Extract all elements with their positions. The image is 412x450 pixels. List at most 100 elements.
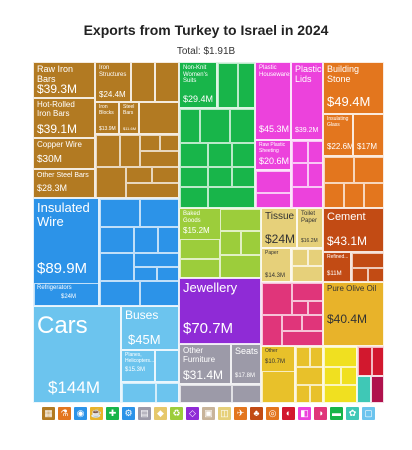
- legend-textiles-icon[interactable]: ◫: [218, 407, 231, 420]
- tile-value: $40.4M: [327, 312, 368, 326]
- tile-value: $45.3M: [259, 124, 290, 134]
- legend-chemicals-icon[interactable]: ⚗: [58, 407, 71, 420]
- legend-precious-metals-icon[interactable]: ◇: [186, 407, 199, 420]
- tile-label: Other: [265, 348, 278, 354]
- tile-insulated-wire[interactable]: Insulated Wire $89.9M Refrigerators $24M: [33, 198, 99, 306]
- legend-misc-icon[interactable]: ✿: [346, 407, 359, 420]
- legend-foodstuffs-icon[interactable]: ☕: [90, 407, 103, 420]
- tile-value: $11.6M: [123, 126, 137, 131]
- legend-stone-icon[interactable]: ▣: [202, 407, 215, 420]
- sector-legend: ▦ ⚗ ◉ ☕ ✚ ⚙ ▤ ◆ ♻ ◇ ▣ ◫ ✈ ♣ ◎ ◐ ◧ ◑ ▬ ✿ …: [42, 407, 382, 421]
- legend-weapons-icon[interactable]: ◎: [266, 407, 279, 420]
- tile-jewellery[interactable]: Jewellery $70.7M: [179, 278, 261, 344]
- tile-stone2-small[interactable]: [351, 252, 384, 282]
- tile-womens-suits[interactable]: Non-Knit Women's Suits $29.4M: [179, 62, 217, 108]
- tile-metals-small[interactable]: [155, 62, 179, 102]
- tile-vegetable-small[interactable]: [323, 346, 357, 403]
- legend-minerals-icon[interactable]: ◆: [154, 407, 167, 420]
- tile-copper-wire[interactable]: Copper Wire $30M: [33, 138, 95, 169]
- tile-value: $39.2M: [295, 127, 319, 134]
- tile-label: Paper: [265, 250, 279, 256]
- tile-value: $15.3M: [125, 367, 146, 373]
- tile-instruments-small[interactable]: [357, 376, 371, 403]
- chart-total: Total: $1.91B: [176, 46, 236, 57]
- legend-footwear-icon[interactable]: ◐: [282, 407, 295, 420]
- tile-paper[interactable]: Paper $14.3M: [261, 248, 291, 282]
- tile-plastic-housewares[interactable]: Plastic Housewares $45.3M: [255, 62, 291, 140]
- tile-other-food[interactable]: Other $10.7M: [261, 346, 295, 403]
- tile-cars[interactable]: Cars $144M: [33, 306, 121, 403]
- legend-instruments-icon[interactable]: ✚: [106, 407, 119, 420]
- tile-value: $16.2M: [301, 238, 318, 244]
- tile-iron-structures[interactable]: Iron Structures $24.4M: [95, 62, 131, 102]
- tile-steel-bars[interactable]: Steel Bars $11.6M: [119, 102, 139, 134]
- tile-ceramic[interactable]: $17M: [353, 114, 384, 156]
- tile-stone-small[interactable]: [323, 156, 384, 208]
- tile-value: $39.3M: [37, 82, 78, 96]
- legend-metals-icon[interactable]: ▤: [138, 407, 151, 420]
- tile-vehicles-small[interactable]: [121, 382, 179, 403]
- tile-label: Plastic Lids: [295, 64, 322, 84]
- tile-other-steel-bars[interactable]: Other Steel Bars $28.3M: [33, 169, 95, 198]
- tile-vehicles-small[interactable]: [155, 350, 179, 382]
- tile-value: $17M: [357, 142, 378, 151]
- tile-iron-blocks[interactable]: Iron Blocks $13.9M: [95, 102, 119, 134]
- tile-refined-petroleum[interactable]: Refined... $11M: [323, 252, 351, 282]
- tile-label: Baked Goods: [183, 211, 201, 224]
- tile-value: $15.2M: [183, 226, 210, 235]
- tile-misc-small[interactable]: [179, 384, 261, 403]
- tile-paper-small[interactable]: [291, 248, 323, 282]
- tile-value: $24.4M: [99, 90, 126, 99]
- tile-plastics-small[interactable]: [291, 140, 323, 208]
- tile-toilet-paper[interactable]: Toilet Paper $16.2M: [297, 208, 323, 248]
- tile-seats[interactable]: Seats $17.8M: [231, 344, 261, 384]
- tile-refrigerators-value: $24M: [61, 294, 77, 300]
- legend-transport-icon[interactable]: ▬: [330, 407, 343, 420]
- tile-hot-rolled-iron[interactable]: [131, 62, 155, 102]
- legend-arts-icon[interactable]: ▢: [362, 407, 375, 420]
- tile-building-stone[interactable]: Building Stone $49.4M: [323, 62, 384, 114]
- tile-olive-oil[interactable]: Pure Olive Oil $40.4M: [323, 282, 384, 346]
- tile-metals-small[interactable]: [95, 134, 179, 198]
- tile-cement[interactable]: Cement $43.1M: [323, 208, 384, 252]
- tile-green-group[interactable]: [179, 108, 255, 208]
- tile-animal-small[interactable]: [357, 346, 384, 376]
- tile-label: Plastic Housewares: [259, 65, 291, 78]
- tile-label: Iron Blocks: [99, 104, 114, 116]
- tile-green-group[interactable]: [217, 62, 255, 108]
- tile-planes[interactable]: Planes, Helicopters... $15.3M: [121, 350, 155, 382]
- tile-value: $24M: [265, 232, 296, 246]
- legend-animal-hides-icon[interactable]: ◑: [314, 407, 327, 420]
- legend-animal-products-icon[interactable]: ▦: [42, 407, 55, 420]
- tile-buses[interactable]: Buses $45M: [121, 306, 179, 350]
- legend-wood-icon[interactable]: ♣: [250, 407, 263, 420]
- legend-electrical-icon[interactable]: ◉: [74, 407, 87, 420]
- tile-food-small[interactable]: [295, 346, 323, 403]
- tile-tissue[interactable]: Tissue $24M: [261, 208, 297, 248]
- tile-metals-small[interactable]: [139, 102, 179, 134]
- tile-value: $17.8M: [235, 373, 256, 379]
- tile-insulating-glass[interactable]: Insulating Glass $22.6M: [323, 114, 353, 156]
- tile-label: Other Furniture: [183, 346, 216, 364]
- tile-plastics-small[interactable]: [255, 170, 291, 208]
- tile-label: Pure Olive Oil: [327, 284, 377, 293]
- tile-value: $31.4M: [183, 368, 224, 382]
- legend-paper-icon[interactable]: ◧: [298, 407, 311, 420]
- tile-value: $11M: [327, 271, 342, 277]
- tile-plastic-lids[interactable]: Plastic Lids $39.2M: [291, 62, 323, 140]
- tile-label: Hot-Rolled Iron Bars: [37, 100, 75, 118]
- tile-label: Cement: [327, 211, 366, 223]
- tile-label: Cars: [37, 312, 88, 339]
- tile-value: $49.4M: [327, 94, 371, 109]
- tile-hot-rolled-iron-bars[interactable]: Hot-Rolled Iron Bars $39.1M: [33, 98, 95, 138]
- legend-vehicles-icon[interactable]: ✈: [234, 407, 247, 420]
- tile-electronics[interactable]: [99, 198, 179, 306]
- legend-plastics-icon[interactable]: ♻: [170, 407, 183, 420]
- tile-other-furniture[interactable]: Other Furniture $31.4M: [179, 344, 231, 384]
- tile-baked-goods[interactable]: Baked Goods $15.2M: [179, 208, 261, 278]
- legend-machinery-icon[interactable]: ⚙: [122, 407, 135, 420]
- tile-raw-iron-bars[interactable]: Raw Iron Bars $39.3M: [33, 62, 95, 98]
- tile-raw-plastic-sheeting[interactable]: Raw Plastic Sheeting $20.6M: [255, 140, 291, 170]
- tile-textiles-small[interactable]: [261, 282, 323, 346]
- tile-arts-small[interactable]: [371, 376, 384, 403]
